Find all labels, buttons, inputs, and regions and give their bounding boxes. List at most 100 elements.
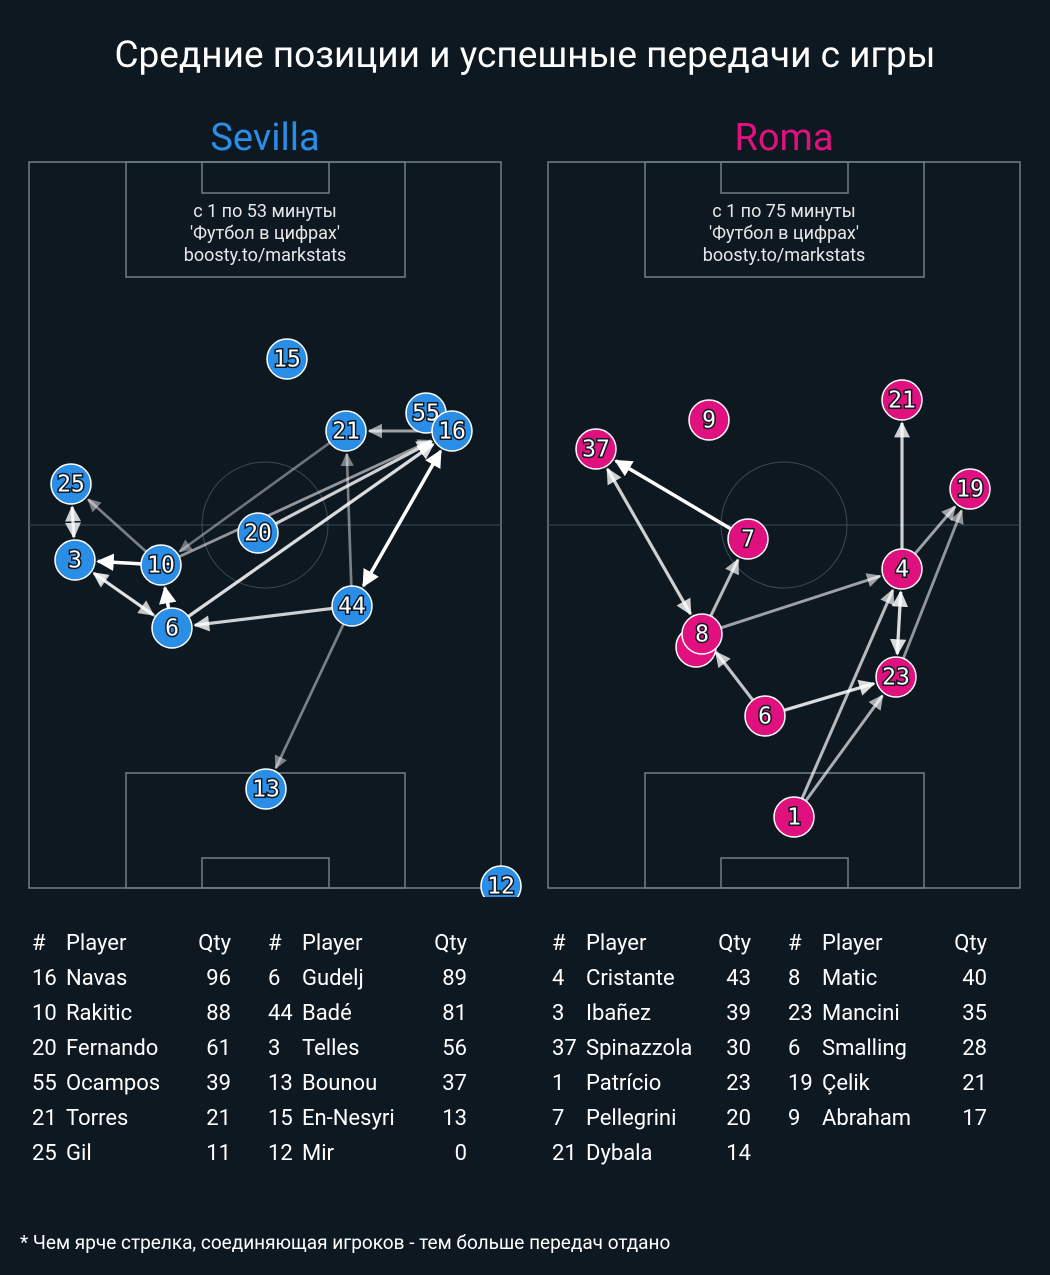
table-cell: 23 [726,1071,751,1096]
player-number: 16 [438,419,466,445]
footnote: * Чем ярче стрелка, соединяющая игроков … [20,1231,670,1254]
table-cell: Gil [66,1141,92,1166]
pass-arrow [176,439,433,559]
table-cell: 23 [788,1001,813,1026]
pass-arrow [708,558,740,619]
player-number: 55 [412,401,440,427]
table-cell: Ocampos [66,1071,160,1096]
player-node [727,518,769,560]
table-cell: 8 [788,966,800,991]
table-cell: Ibañez [586,1001,651,1026]
pass-arrow [87,498,149,554]
player-number: 7 [741,527,755,553]
pass-arrow [718,573,882,630]
player-number: 37 [582,437,610,463]
table-cell: Fernando [66,1036,158,1061]
box [201,161,330,194]
table-cell: 21 [32,1106,57,1131]
table-cell: Gudelj [302,966,364,991]
player-node [140,544,182,586]
pass-arrow [273,440,434,527]
table-cell: Telles [302,1036,359,1061]
player-node [949,468,991,510]
caption: 'Футбол в цифрах' [190,223,340,244]
table-cell: 15 [268,1106,293,1131]
player-node [480,865,522,897]
table-cell: 4 [552,966,564,991]
caption: 'Футбол в цифрах' [709,223,859,244]
pass-arrow [889,590,909,656]
table-cell: 35 [962,1001,987,1026]
table-header: # [552,931,566,956]
table-header: # [268,931,282,956]
pitch: с 1 по 75 минуты'Футбол в цифрах'boosty.… [547,161,1021,889]
player-node [325,410,367,452]
pass-arrow [185,442,435,619]
table-cell: 40 [962,966,987,991]
pass-arrow [361,449,443,588]
player-node [881,379,923,421]
table-header: # [788,931,802,956]
pass-arrow [714,650,756,703]
player-node [773,796,815,838]
player-node [245,768,287,810]
table-cell: 55 [32,1071,57,1096]
caption: с 1 по 75 минуты [712,201,856,222]
player-number: 20 [244,521,272,547]
table-cell: 20 [32,1036,57,1061]
table-cell: 9 [788,1106,800,1131]
player-number: 25 [57,472,85,498]
box [720,857,849,889]
table-cell: 21 [206,1106,231,1131]
table-cell: Dybala [586,1141,652,1166]
table-header: # [32,931,46,956]
table-cell: 88 [206,1001,231,1026]
caption: boosty.to/markstats [184,245,347,266]
table-cell: Smalling [822,1036,907,1061]
table-cell: 81 [442,1001,467,1026]
table-cell: 0 [455,1141,467,1166]
pass-arrow [159,585,177,611]
table-cell: 39 [206,1071,231,1096]
table-cell: Pellegrini [586,1106,676,1131]
pass-arrow [340,452,354,589]
player-number: 3 [68,548,82,574]
table-cell: 89 [442,966,467,991]
table-cell: 6 [268,966,280,991]
table-cell: 21 [552,1141,577,1166]
table-cell: 21 [962,1071,987,1096]
table-cell: Cristante [586,966,675,991]
player-number: 12 [487,874,515,900]
pitch: с 1 по 53 минуты'Футбол в цифрах'boosty.… [28,161,522,900]
pass-arrow [92,572,159,619]
table-cell: 37 [552,1036,577,1061]
pass-arrow [64,505,82,539]
table-header: Player [822,931,883,956]
table-cell: 12 [268,1141,293,1166]
table-cell: 1 [552,1071,564,1096]
table-cell: 14 [726,1141,751,1166]
table-cell: 10 [32,1001,57,1026]
table-cell: 16 [32,966,57,991]
table-cell: Torres [66,1106,128,1131]
pass-arrow [178,440,333,553]
player-node [575,428,617,470]
table-header: Player [66,931,127,956]
team-name: Roma [734,116,833,160]
table-cell: 6 [788,1036,800,1061]
table-cell: 19 [788,1071,813,1096]
table-cell: 11 [206,1141,231,1166]
pass-arrow [606,467,692,616]
player-node [881,548,923,590]
table-header: Player [302,931,363,956]
table-header: Qty [198,931,231,956]
player-number: 23 [882,665,910,691]
table-cell: 43 [726,966,751,991]
player-node [151,607,193,649]
table-cell: 61 [206,1036,231,1061]
caption: boosty.to/markstats [703,245,866,266]
caption: с 1 по 53 минуты [193,201,337,222]
player-number: 6 [165,616,179,642]
box [720,161,849,194]
player-number: 6 [758,704,772,730]
